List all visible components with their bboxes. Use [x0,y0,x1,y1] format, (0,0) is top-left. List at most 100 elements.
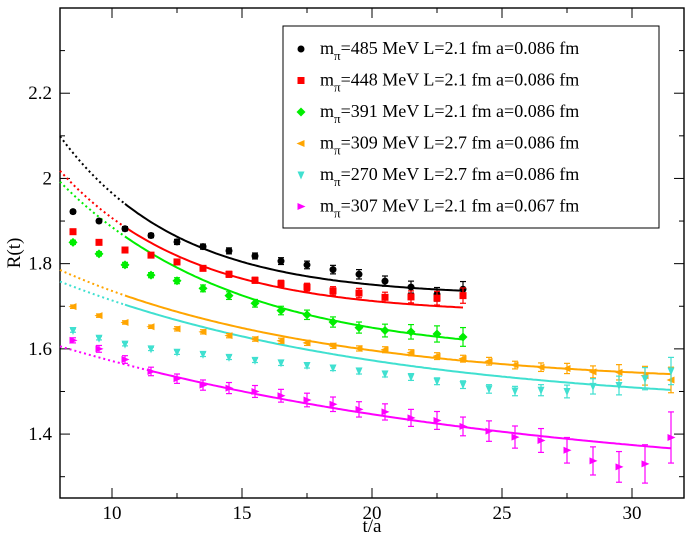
data-point [69,336,78,344]
data-point [328,342,337,350]
data-point [94,312,103,320]
data-point [641,460,650,468]
data-point [328,317,338,327]
data-point [69,208,77,216]
data-point [458,332,468,342]
data-point [380,326,390,336]
data-point [172,325,181,333]
legend-entry-label: =485 MeV L=2.1 fm a=0.086 fm [341,38,580,58]
legend-entry-subscript: π [334,206,341,221]
data-point [147,345,155,354]
data-point [251,356,259,365]
data-point [276,337,285,345]
legend-entry-label: =307 MeV L=2.1 fm a=0.067 fm [341,196,580,216]
legend-entry-symbol: m [320,196,334,216]
x-tick-label: 15 [233,503,252,524]
data-point [432,352,441,360]
data-point [381,293,389,301]
legend-entry-subscript: π [334,174,341,189]
data-point [250,335,259,343]
x-tick-label: 30 [623,503,642,524]
legend-marker [297,203,306,210]
data-point [459,292,467,300]
data-point [459,381,467,390]
data-point [251,252,259,260]
y-tick-label: 1.4 [28,424,52,445]
data-point [120,260,130,270]
data-point [406,327,416,337]
legend-entry-label: =448 MeV L=2.1 fm a=0.086 fm [341,70,580,90]
data-point [68,303,77,311]
data-point [563,446,572,454]
fit-extrapolation-2 [59,181,126,238]
legend-entry: mπ=270 MeV L=2.7 fm a=0.086 fm [320,164,579,189]
data-point [485,427,494,435]
data-point [303,261,311,269]
x-tick-label: 20 [363,503,382,524]
legend-entry: mπ=485 MeV L=2.1 fm a=0.086 fm [320,38,579,63]
data-points [68,208,676,484]
data-point [94,249,104,259]
data-point [251,276,259,284]
data-point [381,408,390,416]
data-point [380,346,389,354]
legend-marker [296,107,306,117]
data-point [355,289,363,297]
data-point [225,384,234,392]
data-point [615,382,623,391]
data-point [173,238,181,246]
data-point [354,344,363,352]
data-point [511,387,519,396]
data-point [69,327,77,336]
data-point [458,355,467,363]
data-point [199,381,208,389]
y-axis-title: R(t) [4,238,25,269]
data-point [224,332,233,340]
data-point [407,373,415,382]
legend-entry-label: =309 MeV L=2.7 fm a=0.086 fm [341,133,580,153]
fit-extrapolation-3 [59,269,126,297]
data-point [95,334,103,343]
data-point [641,375,649,384]
data-point [303,361,311,370]
legend-entry: mπ=307 MeV L=2.1 fm a=0.067 fm [320,196,579,221]
data-point [407,283,415,291]
data-point [485,385,493,394]
legend-entry-subscript: π [334,111,341,126]
data-point [172,276,182,286]
y-tick-label: 2 [43,168,53,189]
data-point [95,217,103,225]
data-point [199,350,207,359]
data-point [511,433,520,441]
data-point [173,258,181,266]
y-tick-label: 1.8 [28,254,52,275]
data-point [303,396,312,404]
data-point [277,359,285,368]
data-point [329,266,337,274]
legend-entry-subscript: π [334,48,341,63]
data-point [406,349,415,357]
data-point [277,392,286,400]
axis-ticks: 10 15 20 25 30 1.4 1.6 1.8 2 2.2 [28,8,684,524]
data-point [407,414,416,422]
data-point [537,386,545,395]
data-point [329,287,337,295]
data-point [589,382,597,391]
data-point [381,370,389,379]
data-point [120,318,129,326]
legend-entry-subscript: π [334,80,341,95]
legend-marker [297,77,305,84]
data-point [121,225,129,233]
legend-entry-symbol: m [320,101,334,121]
data-point [198,283,208,293]
data-point [433,416,442,424]
x-tick-label: 25 [493,503,512,524]
data-point [147,367,156,375]
data-point [303,283,311,291]
data-point [433,294,441,302]
fit-extrapolation-5 [59,345,152,372]
data-point [198,328,207,336]
data-point [277,257,285,265]
